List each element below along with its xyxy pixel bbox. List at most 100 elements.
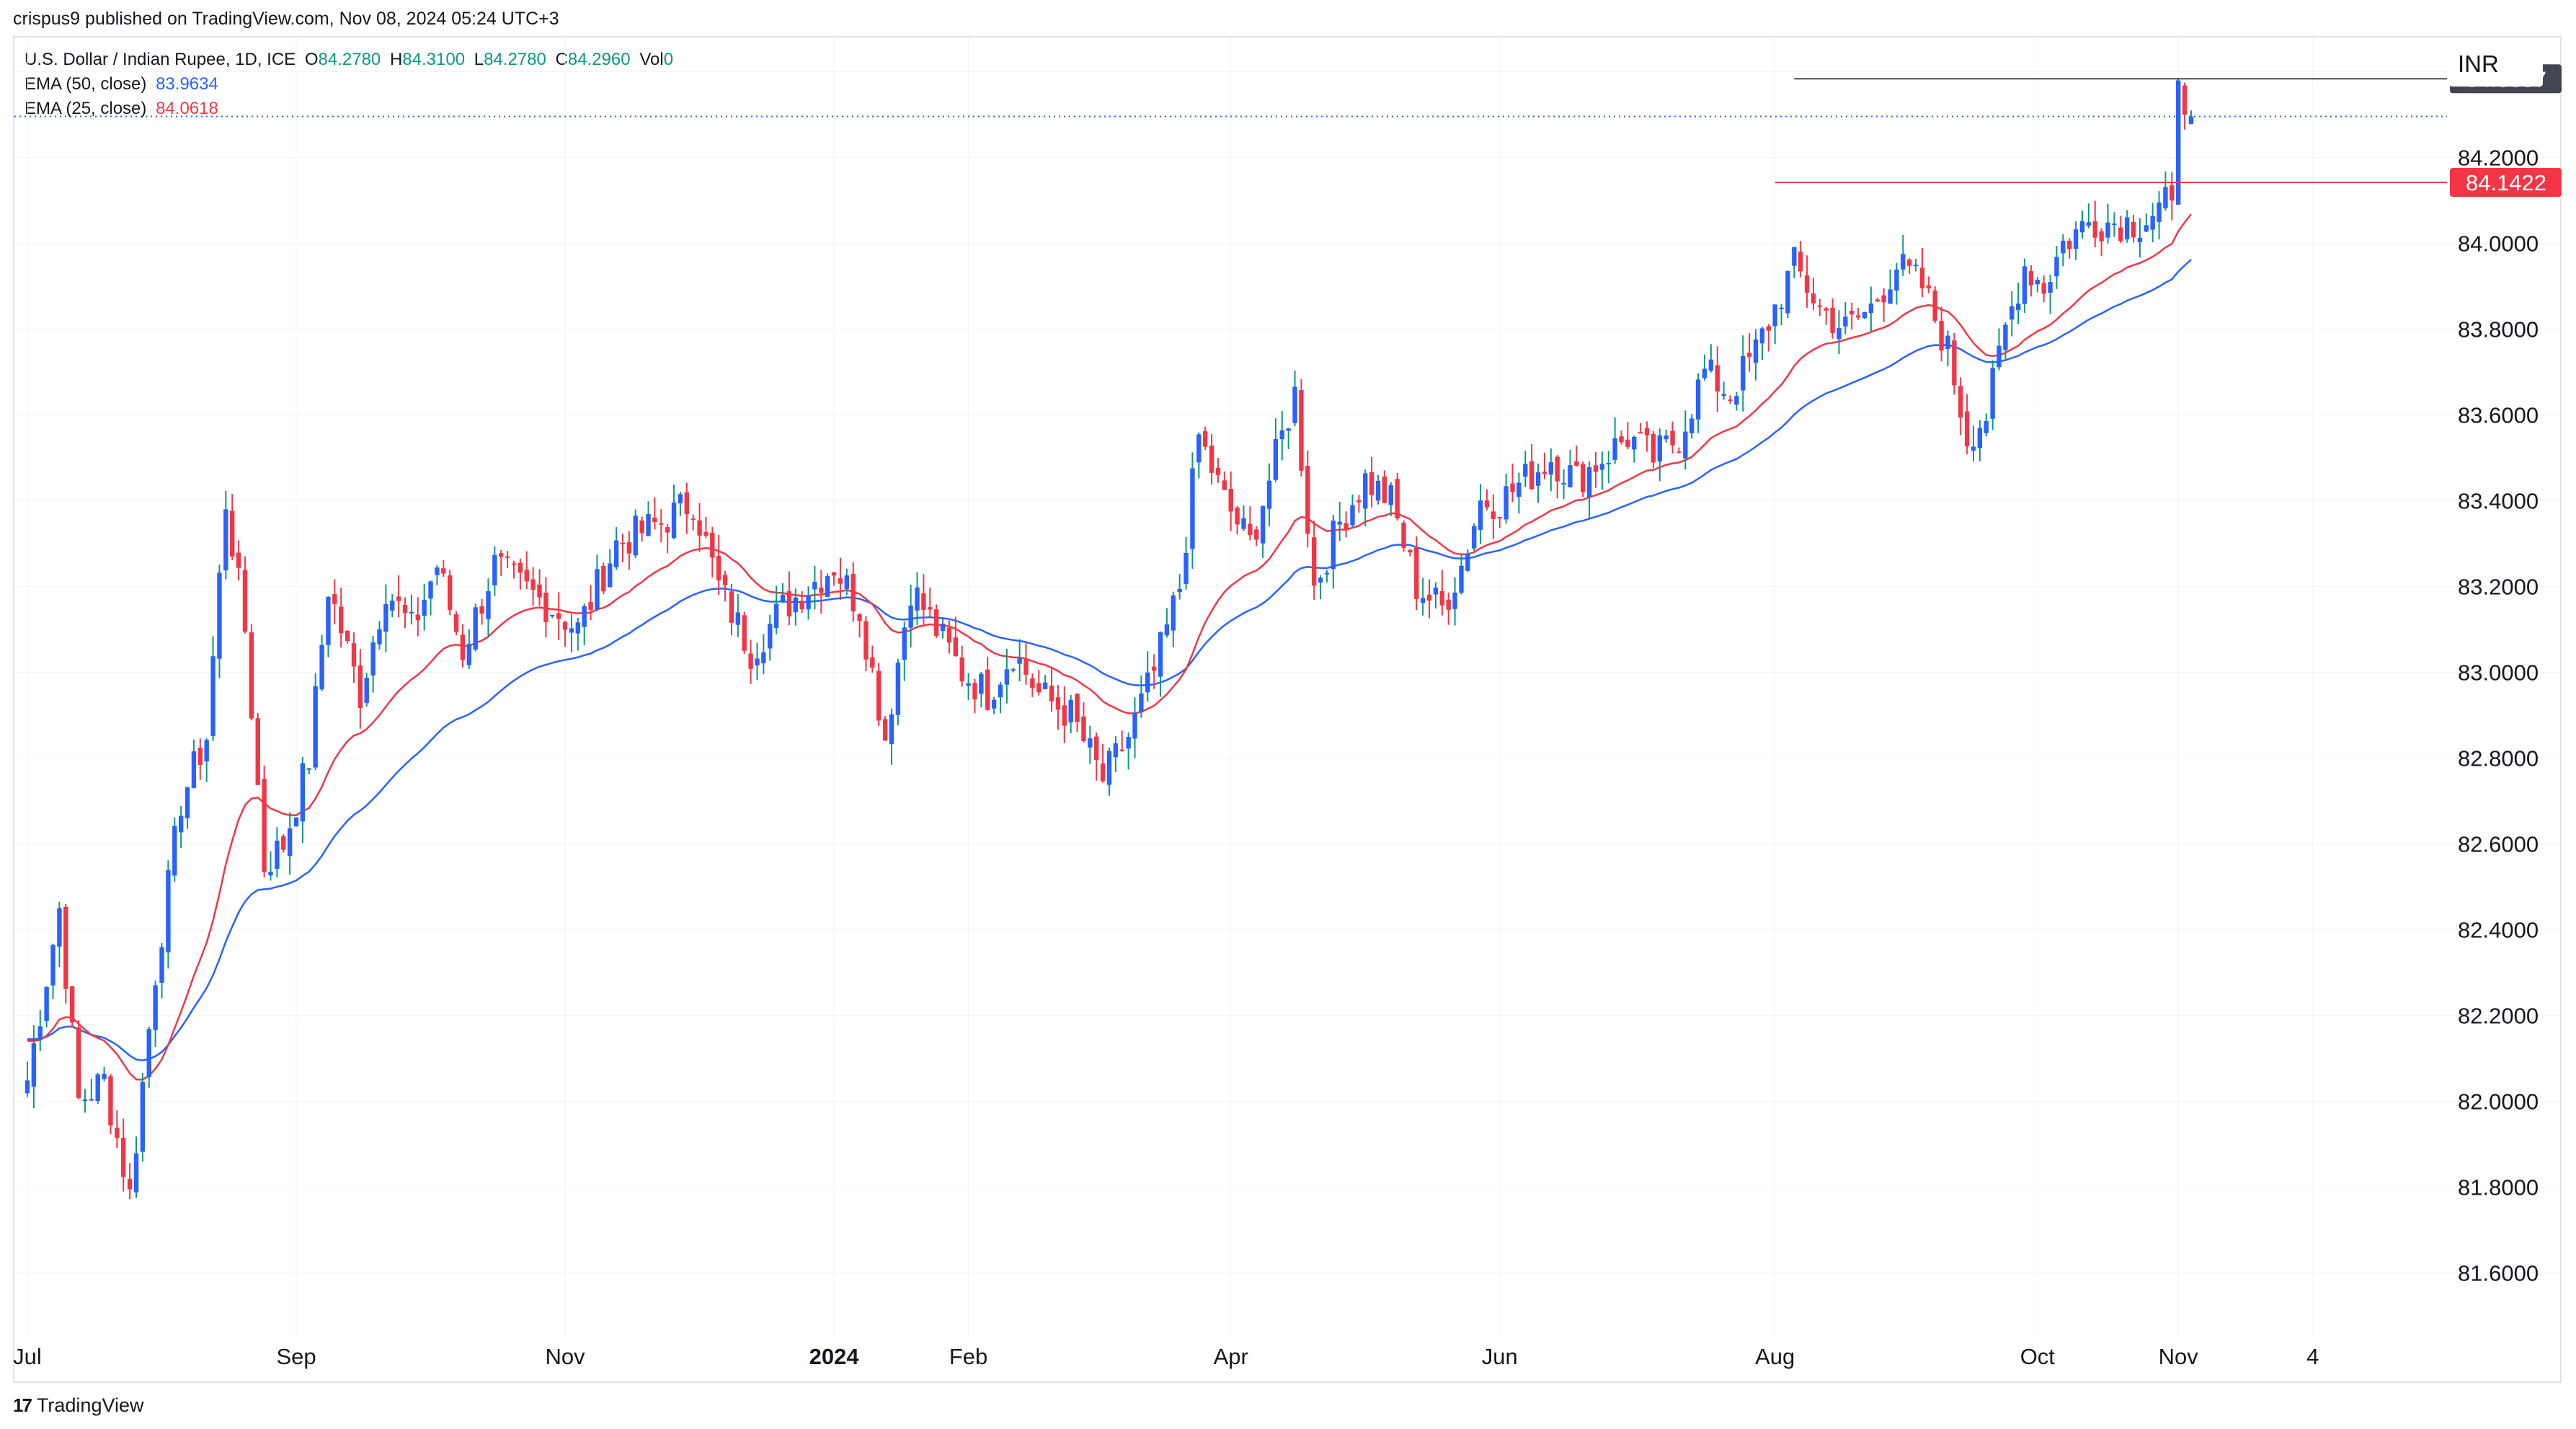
candle-body xyxy=(1632,436,1637,450)
candle-body xyxy=(2182,85,2188,115)
candle-body xyxy=(1171,595,1176,631)
candle-body xyxy=(1824,308,1829,311)
y-tick-label: 84.0000 xyxy=(2458,231,2539,257)
ema50-line xyxy=(27,259,2192,1061)
candle-body xyxy=(1901,254,1906,270)
symbol-title[interactable]: U.S. Dollar / Indian Rupee, 1D, ICE xyxy=(25,50,296,69)
candle-body xyxy=(50,944,55,986)
candle-body xyxy=(217,572,222,659)
candle-body xyxy=(1382,476,1387,503)
candle-body xyxy=(825,576,830,597)
candle-body xyxy=(1183,552,1189,585)
candle-body xyxy=(1228,489,1233,512)
low-label: L xyxy=(474,50,484,69)
candle-body xyxy=(588,602,593,610)
candle-body xyxy=(844,575,850,589)
candle-body xyxy=(972,683,977,700)
candle-body xyxy=(1574,461,1579,466)
x-tick-label: Sep xyxy=(276,1344,316,1369)
candle-body xyxy=(2157,202,2162,222)
candle-body xyxy=(620,542,626,544)
footer-brand[interactable]: 17 TradingView xyxy=(13,1394,144,1417)
candle-body xyxy=(2099,231,2104,242)
candle-body xyxy=(1068,699,1073,722)
candle-body xyxy=(435,567,440,575)
candle-body xyxy=(223,509,228,571)
candle-body xyxy=(319,645,324,690)
candle-body xyxy=(940,624,946,632)
candle-body xyxy=(1414,547,1419,599)
candle-body xyxy=(1581,464,1586,492)
y-tick-label: 81.6000 xyxy=(2458,1261,2539,1286)
axis-layer: 84.400084.200084.000083.800083.600083.40… xyxy=(13,60,2539,1369)
candle-body xyxy=(2073,229,2079,249)
candle-body xyxy=(1465,553,1470,571)
x-tick-label: Feb xyxy=(949,1344,987,1369)
candle-body xyxy=(2086,222,2092,226)
legend-ema50-row[interactable]: EMA (50, close) 83.9634 xyxy=(25,72,678,97)
candle-body xyxy=(63,906,68,989)
candle-body xyxy=(850,573,856,611)
candle-body xyxy=(2105,222,2110,238)
footer-brand-text: TradingView xyxy=(36,1394,144,1416)
candle-body xyxy=(863,621,869,660)
candle-body xyxy=(1145,672,1150,693)
candle-body xyxy=(742,615,747,651)
candle-body xyxy=(2067,241,2072,249)
currency-label[interactable]: INR xyxy=(2449,42,2543,87)
open-label: O xyxy=(304,50,319,69)
candle-body xyxy=(1222,480,1227,490)
candle-body xyxy=(422,599,427,616)
candle-body xyxy=(1779,307,1784,309)
candle-body xyxy=(1459,565,1464,593)
candle-body xyxy=(1075,694,1080,722)
candle-body xyxy=(780,595,786,601)
candle-body xyxy=(2150,216,2155,230)
candle-body xyxy=(332,594,337,604)
candle-body xyxy=(473,607,478,650)
candle-body xyxy=(870,657,875,668)
candle-body xyxy=(2061,240,2066,254)
chart-legend: U.S. Dollar / Indian Rupee, 1D, ICE O 84.… xyxy=(25,48,678,121)
legend-ema25-row[interactable]: EMA (25, close) 84.0618 xyxy=(25,97,678,121)
ema25-label: EMA (25, close) xyxy=(25,99,147,118)
candle-body xyxy=(1011,669,1016,671)
candle-body xyxy=(1657,435,1662,462)
candle-body xyxy=(2188,116,2194,125)
candle-body xyxy=(1106,751,1112,785)
candle-body xyxy=(415,614,420,621)
candle-body xyxy=(684,492,689,515)
y-tick-label: 82.0000 xyxy=(2458,1089,2539,1115)
x-tick-label: Oct xyxy=(2020,1344,2056,1369)
candle-body xyxy=(1612,438,1617,460)
candle-body xyxy=(1535,472,1541,486)
candle-body xyxy=(1062,705,1067,726)
candle-body xyxy=(153,985,158,1030)
candle-body xyxy=(1702,368,1707,379)
candle-body xyxy=(1478,500,1483,530)
candle-body xyxy=(1599,464,1605,470)
candle-body xyxy=(1510,483,1515,492)
low-value: 84.2780 xyxy=(484,50,546,69)
candle-body xyxy=(466,644,472,665)
candle-body xyxy=(882,719,888,741)
candle-body xyxy=(268,872,273,876)
candle-body xyxy=(1139,693,1144,713)
candle-body xyxy=(146,1029,151,1078)
candle-body xyxy=(1452,592,1457,609)
ema50-value: 83.9634 xyxy=(156,74,218,94)
candle-body xyxy=(1331,521,1336,570)
candle-body xyxy=(2144,225,2149,232)
candle-body xyxy=(1081,716,1086,741)
candle-body xyxy=(1260,505,1266,544)
candle-body xyxy=(479,606,484,614)
candle-body xyxy=(716,555,721,581)
candle-body xyxy=(1350,505,1355,526)
candle-body xyxy=(2009,306,2015,320)
price-tag-label-mid: 84.1422 xyxy=(2466,170,2546,195)
candle-body xyxy=(1862,311,1867,319)
candle-body xyxy=(1177,588,1182,593)
candle-body xyxy=(1939,321,1944,351)
candle-body xyxy=(383,603,388,632)
